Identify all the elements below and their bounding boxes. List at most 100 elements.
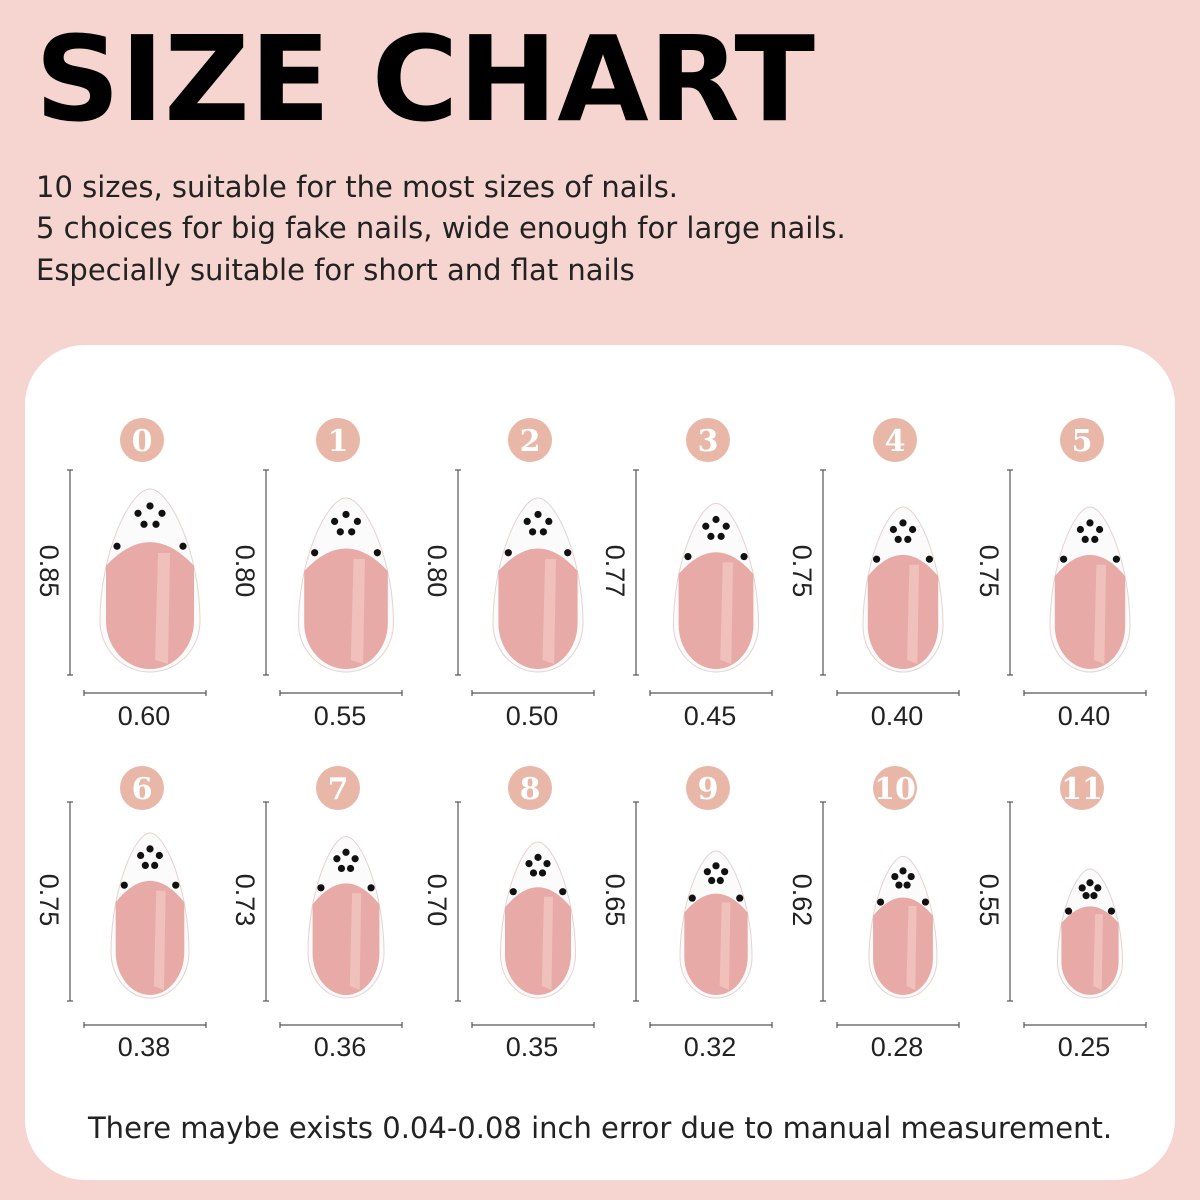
- nail-dot: [1086, 519, 1094, 527]
- nail-dot: [1107, 907, 1116, 915]
- nail-dot: [909, 525, 917, 534]
- width-label: 0.38: [118, 1032, 171, 1062]
- nail-body: [115, 880, 185, 995]
- description-line: 10 sizes, suitable for the most sizes of…: [36, 170, 678, 204]
- nail-dot: [717, 532, 725, 540]
- nail-body: [312, 883, 380, 995]
- nail-dot: [891, 872, 899, 881]
- description-line: 5 choices for big fake nails, wide enoug…: [36, 211, 846, 245]
- nail-dot: [529, 869, 538, 877]
- nail-dot: [708, 876, 716, 885]
- length-label: 0.75: [974, 545, 1004, 598]
- nail-dot: [712, 515, 720, 524]
- size-badge: [1060, 766, 1104, 810]
- nail-dot: [1091, 535, 1099, 544]
- nail-shine: [349, 893, 362, 990]
- nail-shine: [1094, 564, 1106, 664]
- length-label: 0.80: [230, 545, 260, 598]
- size-number: 2: [520, 424, 541, 459]
- size-badge: [508, 418, 552, 462]
- nail-dot: [348, 528, 356, 536]
- nail-dot: [152, 520, 160, 528]
- nail-body: [1054, 554, 1126, 669]
- nail-dot: [1081, 535, 1089, 544]
- size-number: 5: [1072, 424, 1093, 459]
- title: SIZE CHART: [35, 10, 815, 148]
- length-label: 0.75: [34, 874, 64, 927]
- nail-dot: [721, 868, 729, 876]
- length-label: 0.73: [230, 874, 260, 927]
- nail-body: [1061, 906, 1119, 995]
- length-label: 0.77: [600, 545, 630, 598]
- nail-dot: [155, 851, 163, 860]
- length-label: 0.75: [787, 545, 817, 598]
- size-number: 10: [874, 772, 916, 807]
- length-label: 0.55: [974, 874, 1004, 927]
- nail-dot: [353, 517, 361, 526]
- width-label: 0.50: [506, 701, 559, 731]
- size-badge: [873, 418, 917, 462]
- nail-dot: [336, 528, 344, 536]
- nail-dot: [158, 509, 166, 517]
- nail-dot: [1090, 892, 1098, 900]
- nail-shine: [1093, 914, 1103, 990]
- footnote: There maybe exists 0.04-0.08 inch error …: [87, 1111, 1112, 1145]
- nail-dot: [716, 876, 724, 885]
- nail-dot: [543, 860, 551, 868]
- nail-dot: [337, 864, 346, 873]
- length-label: 0.62: [787, 874, 817, 927]
- nail-dot: [1078, 884, 1086, 892]
- size-number: 8: [520, 772, 541, 807]
- size-number: 7: [328, 772, 349, 807]
- nail-dot: [146, 845, 154, 853]
- nail-dot: [140, 520, 148, 528]
- length-label: 0.70: [422, 874, 452, 927]
- nail-dot: [120, 881, 128, 889]
- nail-dot: [876, 898, 885, 906]
- nail-body: [684, 893, 748, 995]
- nail-shine: [155, 553, 170, 664]
- width-label: 0.60: [118, 701, 171, 731]
- nail-dot: [703, 868, 711, 876]
- nail-dot: [559, 888, 567, 896]
- nail-dot: [311, 549, 319, 557]
- size-number: 11: [1061, 772, 1103, 807]
- nail-shine: [719, 902, 731, 990]
- nail-dot: [899, 519, 907, 527]
- nail-dot: [1094, 884, 1102, 892]
- length-label: 0.85: [34, 545, 64, 598]
- nail-dot: [925, 555, 934, 563]
- nail-dot: [504, 549, 512, 557]
- width-label: 0.40: [1058, 701, 1111, 731]
- nail-dot: [921, 898, 930, 906]
- nail-dot: [895, 881, 903, 889]
- nail-shine: [350, 558, 365, 664]
- size-badge: [873, 766, 917, 810]
- size-badge: [686, 418, 730, 462]
- nail-dot: [702, 522, 710, 530]
- nail-dot: [346, 864, 355, 873]
- nail-dot: [564, 549, 572, 557]
- nail-dot: [1086, 879, 1094, 887]
- nail-dot: [1076, 525, 1084, 534]
- nail-dot: [113, 542, 121, 550]
- nail-dot: [539, 528, 548, 536]
- nail-dot: [529, 528, 537, 536]
- nail-dot: [684, 553, 692, 561]
- length-label: 0.80: [422, 545, 452, 598]
- nail-dot: [523, 517, 531, 526]
- chart-panel: [25, 345, 1175, 1180]
- nail-body: [505, 887, 571, 995]
- nail-dot: [509, 888, 517, 896]
- nail-dot: [907, 872, 915, 881]
- nail-shine: [907, 564, 919, 664]
- nail-shine: [153, 890, 166, 990]
- size-badge: [316, 418, 360, 462]
- width-label: 0.28: [871, 1032, 924, 1062]
- nail-body: [498, 548, 578, 669]
- nail-dot: [525, 860, 533, 868]
- size-badge: [120, 766, 164, 810]
- nail-dot: [707, 532, 715, 540]
- width-label: 0.35: [506, 1032, 559, 1062]
